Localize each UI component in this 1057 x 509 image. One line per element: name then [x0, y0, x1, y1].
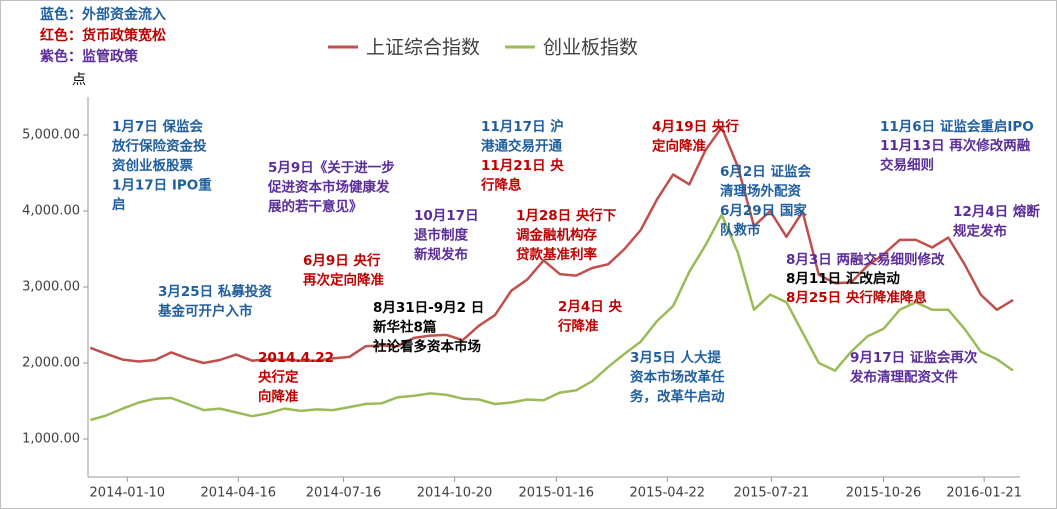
annotation: 资本市场改革任 — [630, 369, 725, 386]
annotation: 规定发布 — [953, 223, 1007, 240]
annotation: 新规发布 — [414, 246, 468, 263]
annotation: 队救市 — [720, 222, 761, 239]
annotation: 8月31日-9月2 日 — [373, 300, 484, 316]
annotation: 向降准 — [258, 388, 299, 405]
x-tick-label: 2014-04-16 — [201, 486, 277, 501]
annotation: 2014.4.22 — [258, 350, 334, 366]
annotation: 基金可开户入市 — [158, 303, 253, 320]
annotation: 清理场外配资 — [720, 183, 801, 200]
annotation: 1月7日 保监会 — [112, 118, 203, 135]
annotation: 11月13日 再次修改两融 — [880, 137, 1031, 154]
annotation: 贷款基准利率 — [516, 246, 597, 263]
x-tick-label: 2015-04-22 — [630, 486, 706, 501]
annotation: 促进资本市场健康发 — [267, 179, 390, 196]
y-tick-label: 4,000.00 — [22, 204, 80, 219]
legend-label: 上证综合指数 — [366, 37, 480, 59]
series-line — [89, 213, 1014, 422]
annotation: 再次定向降准 — [303, 272, 384, 289]
annotation: 8月3日 两融交易细则修改 — [786, 251, 945, 268]
annotation: 12月4日 熔断 — [953, 203, 1040, 220]
annotation: 放行保险资金投 — [111, 138, 207, 155]
annotation: 1月17日 IPO重 — [112, 177, 212, 194]
annotation: 行降准 — [557, 318, 599, 335]
x-tick-label: 2015-10-26 — [846, 486, 922, 501]
y-axis-label: 点 — [72, 72, 86, 88]
color-note: 红色：货币政策宽松 — [40, 27, 166, 44]
annotation: 6月2日 证监会 — [720, 163, 811, 180]
annotation: 10月17日 — [414, 208, 479, 224]
annotation: 8月25日 央行降准降息 — [786, 289, 927, 306]
annotation: 资创业板股票 — [112, 157, 193, 174]
annotation: 退市制度 — [414, 227, 468, 244]
annotation: 调金融机构存 — [516, 227, 597, 244]
annotation: 1月28日 央行下 — [516, 207, 617, 224]
annotation: 定向降准 — [652, 138, 706, 155]
color-note: 紫色：监管政策 — [40, 48, 139, 65]
annotation: 务，改革牛启动 — [630, 388, 725, 405]
annotation: 交易细则 — [880, 157, 934, 174]
annotation: 新华社8篇 — [373, 319, 436, 336]
annotation: 11月17日 沪 — [481, 118, 564, 135]
annotation: 社论看多资本市场 — [372, 338, 481, 355]
annotation: 发布清理配资文件 — [849, 369, 958, 386]
annotation: 3月25日 私募投资 — [158, 283, 272, 300]
x-tick-label: 2016-01-21 — [946, 486, 1022, 501]
y-tick-label: 1,000.00 — [22, 432, 80, 447]
annotation: 3月5日 人大提 — [630, 349, 721, 366]
y-tick-label: 3,000.00 — [22, 280, 80, 295]
x-tick-label: 2015-07-21 — [734, 486, 810, 501]
annotation: 11月21日 央 — [481, 157, 564, 174]
annotation: 2月4日 央 — [558, 298, 622, 315]
y-tick-label: 2,000.00 — [22, 356, 80, 371]
annotation: 4月19日 央行 — [652, 118, 739, 135]
x-tick-label: 2014-10-20 — [417, 486, 493, 501]
x-tick-label: 2015-01-16 — [519, 486, 595, 501]
annotation: 8月11日 汇改启动 — [786, 270, 900, 287]
y-tick-label: 5,000.00 — [22, 128, 80, 143]
annotation: 6月9日 央行 — [303, 252, 381, 269]
annotation: 9月17日 证监会再次 — [850, 349, 978, 366]
annotation: 5月9日《关于进一步 — [268, 159, 395, 176]
annotation: 启 — [112, 196, 126, 213]
annotation: 11月6日 证监会重启IPO — [880, 118, 1034, 135]
annotation: 港通交易开通 — [481, 138, 562, 155]
annotation: 展的若干意见》 — [268, 198, 363, 215]
color-note: 蓝色：外部资金流入 — [40, 6, 166, 23]
annotation: 行降息 — [480, 177, 522, 194]
annotation: 央行定 — [258, 369, 299, 386]
x-tick-label: 2014-01-10 — [90, 486, 166, 501]
legend-label: 创业板指数 — [543, 37, 638, 59]
annotation: 6月29日 国家 — [720, 202, 807, 219]
series-line — [89, 126, 1014, 365]
x-tick-label: 2014-07-16 — [306, 486, 382, 501]
